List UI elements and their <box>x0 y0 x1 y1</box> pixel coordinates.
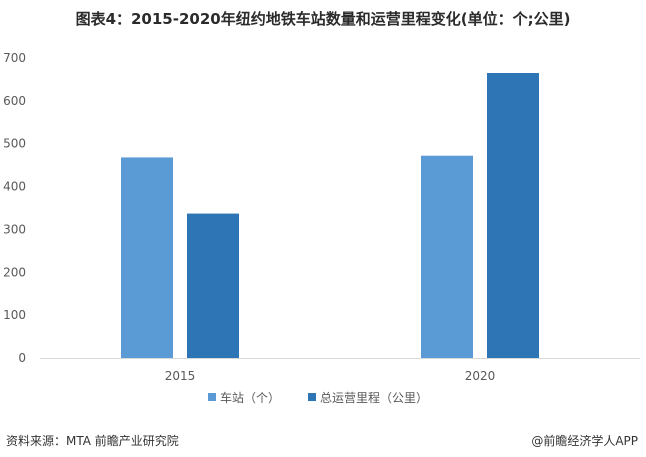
x-tick-label: 2020 <box>465 369 496 383</box>
y-tick-label: 200 <box>3 265 26 279</box>
y-axis-ticks: 0 100 200 300 400 500 600 700 <box>3 51 26 365</box>
y-tick-label: 400 <box>3 180 26 194</box>
y-tick-label: 0 <box>18 351 26 365</box>
y-tick-label: 500 <box>3 137 26 151</box>
brand-label: @前瞻经济学人APP <box>531 434 638 448</box>
y-tick-label: 300 <box>3 222 26 236</box>
y-tick-label: 600 <box>3 94 26 108</box>
y-tick-label: 100 <box>3 308 26 322</box>
chart-title: 图表4：2015-2020年纽约地铁车站数量和运营里程变化(单位：个;公里) <box>75 10 571 28</box>
x-tick-label: 2015 <box>165 369 196 383</box>
legend-swatch <box>308 393 316 401</box>
y-tick-label: 700 <box>3 51 26 65</box>
bar-2020-series-1 <box>487 73 539 358</box>
legend: 车站（个） 总运营里程（公里） <box>208 390 428 405</box>
bar-2020-series-0 <box>421 155 473 358</box>
legend-swatch <box>208 393 216 401</box>
bar-series <box>121 73 539 358</box>
x-axis-ticks: 2015 2020 <box>165 369 496 383</box>
source-note: 资料来源：MTA 前瞻产业研究院 <box>6 434 179 448</box>
legend-label: 总运营里程（公里） <box>320 390 428 405</box>
bar-2015-series-0 <box>121 157 173 358</box>
bar-2015-series-1 <box>187 213 239 358</box>
legend-label: 车站（个） <box>220 390 280 405</box>
